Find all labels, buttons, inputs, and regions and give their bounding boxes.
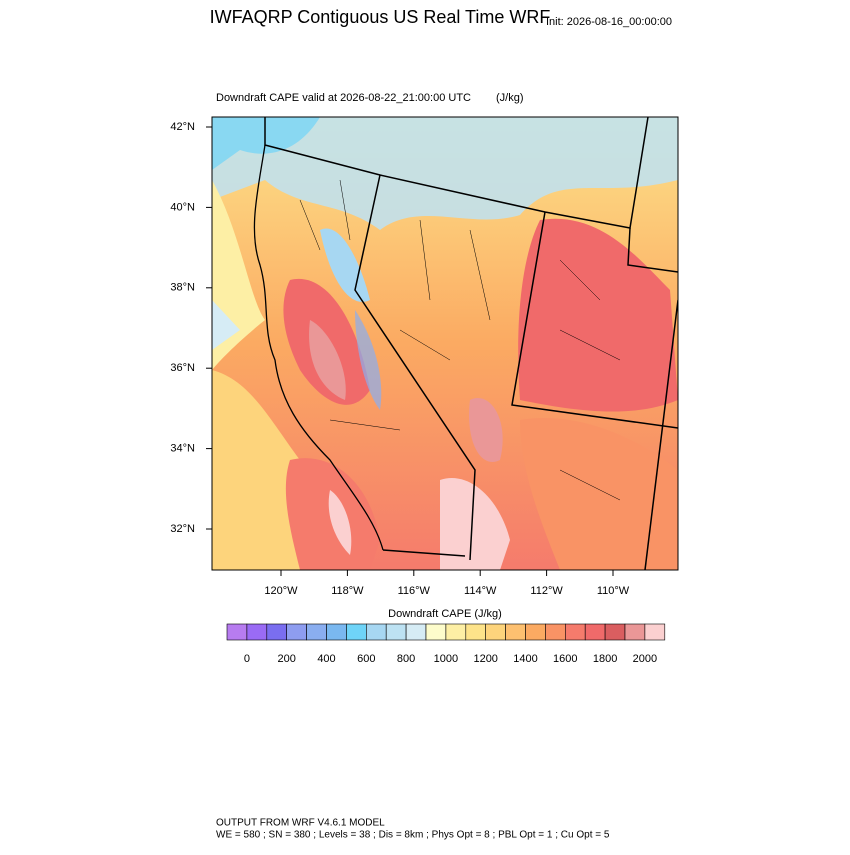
colorbar-box xyxy=(604,623,626,641)
lon-label: 116°W xyxy=(398,585,431,597)
borders xyxy=(253,117,678,570)
title: IWFAQRP Contiguous US Real Time WRF xyxy=(210,7,551,27)
lon-label: 112°W xyxy=(530,585,563,597)
lon-label: 118°W xyxy=(331,585,364,597)
colorbar-box xyxy=(246,623,268,641)
units: (J/kg) xyxy=(496,92,524,104)
colorbar-tick-label: 0 xyxy=(244,653,250,665)
colorbar-tick-label: 400 xyxy=(317,653,335,665)
colorbar-box xyxy=(644,623,666,641)
footer-line: WE = 580 ; SN = 380 ; Levels = 38 ; Dis … xyxy=(216,830,610,841)
map-frame xyxy=(211,116,679,571)
colorbar-box xyxy=(346,623,367,641)
colorbar-box xyxy=(584,623,606,641)
colorbar-tick-label: 200 xyxy=(278,653,296,665)
lat-label: 38°N xyxy=(170,282,195,294)
colorbar-box xyxy=(564,623,586,641)
colorbar-tick-label: 1400 xyxy=(513,653,537,665)
colorbar-tick-label: 1800 xyxy=(593,653,617,665)
colorbar-box xyxy=(445,623,467,641)
init-time: Init: 2026-08-16_00:00:00 xyxy=(546,16,672,28)
colorbar-box xyxy=(505,623,526,641)
colorbar-box xyxy=(465,623,486,641)
colorbar-box xyxy=(485,623,506,641)
lon-label: 114°W xyxy=(464,585,497,597)
lat-label: 42°N xyxy=(170,121,195,133)
colorbar-box xyxy=(545,623,566,641)
colorbar-tick-label: 2000 xyxy=(633,653,657,665)
colorbar-tick-label: 1200 xyxy=(473,653,497,665)
colorbar-box xyxy=(326,623,347,641)
colorbar-tick-label: 1000 xyxy=(434,653,458,665)
colorbar-tick-label: 1600 xyxy=(553,653,577,665)
colorbar-box xyxy=(226,623,248,641)
colorbar-box xyxy=(385,623,407,641)
colorbar-box xyxy=(365,623,387,641)
colorbar-tick-label: 800 xyxy=(397,653,415,665)
lat-label: 40°N xyxy=(170,201,195,213)
subtitle: Downdraft CAPE valid at 2026-08-22_21:00… xyxy=(216,92,471,104)
colorbar-box xyxy=(286,623,307,641)
colorbar-box xyxy=(425,623,447,641)
lon-label: 110°W xyxy=(597,585,630,597)
colorbar-box xyxy=(624,623,646,641)
lat-label: 34°N xyxy=(170,443,195,455)
map-field xyxy=(212,117,678,570)
lon-label: 120°W xyxy=(264,585,298,597)
footer-line: OUTPUT FROM WRF V4.6.1 MODEL xyxy=(216,818,385,829)
map-axes: 42°N 40°N 38°N 36°N 34°N 32°N 120°W 118°W 116°W 1… xyxy=(170,121,629,597)
colorbar-tick-label: 600 xyxy=(357,653,375,665)
lat-label: 36°N xyxy=(170,362,195,374)
colorbar-box xyxy=(266,623,287,641)
colorbar-box xyxy=(306,623,327,641)
lat-label: 32°N xyxy=(170,523,195,535)
colorbar-title: Downdraft CAPE (J/kg) xyxy=(388,608,502,620)
colorbar-box xyxy=(405,623,427,641)
colorbar-box xyxy=(525,623,546,641)
colorbar: 0 200 400 600 800 1000 1200 1400 1600 1800 2000 xyxy=(226,623,666,665)
